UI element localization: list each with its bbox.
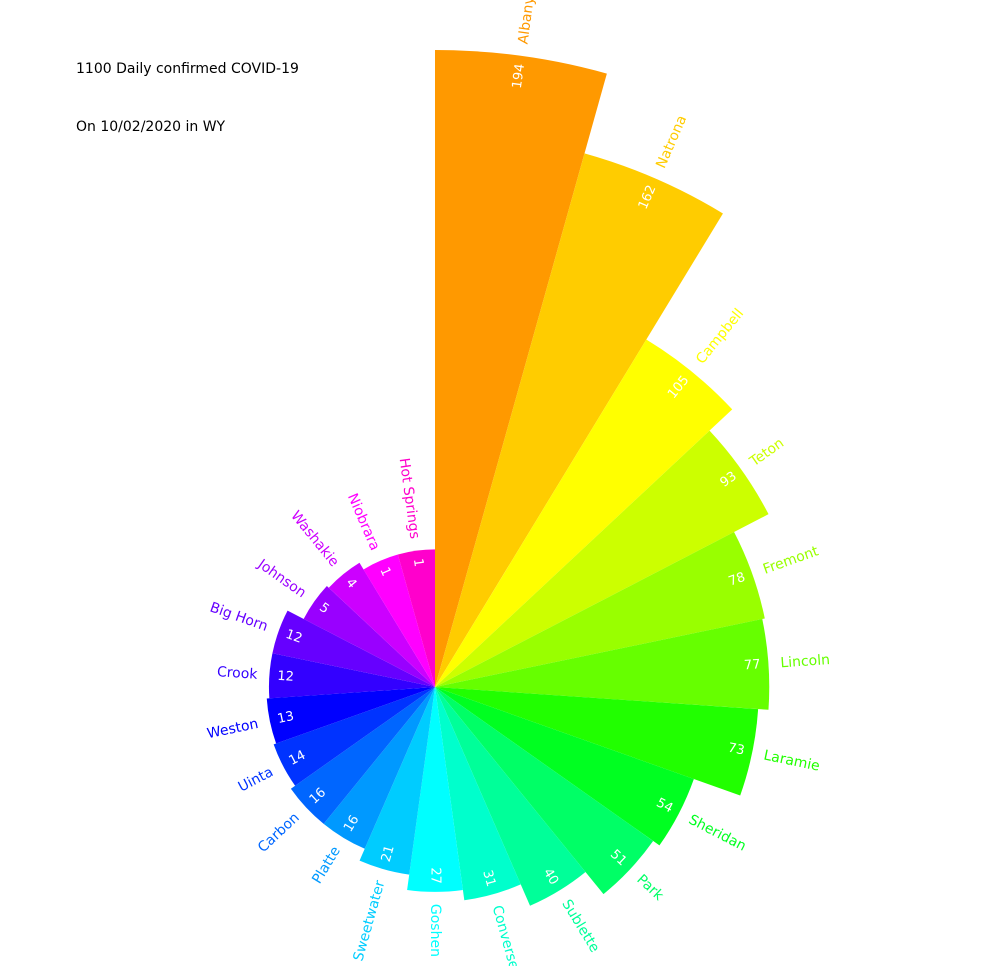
value-label-lincoln: 77 [743, 657, 761, 673]
value-label-uinta: 14 [287, 748, 309, 769]
bar-uinta [273, 687, 435, 786]
category-label-sweetwater: Sweetwater [351, 878, 389, 962]
value-label-sublette: 40 [540, 866, 561, 888]
bar-campbell [435, 339, 733, 687]
category-label-washakie: Washakie [287, 508, 342, 570]
bar-crook [268, 653, 435, 699]
value-label-fremont: 78 [727, 570, 748, 590]
value-label-albany: 194 [510, 63, 528, 90]
value-label-goshen: 27 [428, 867, 443, 884]
bar-park [435, 687, 654, 895]
category-label-hot-springs: Hot Springs [396, 457, 423, 540]
value-label-sheridan: 54 [654, 795, 676, 816]
category-label-johnson: Johnson [254, 556, 309, 601]
bar-washakie [328, 562, 435, 687]
category-label-carbon: Carbon [255, 810, 303, 856]
bar-lincoln [435, 619, 770, 710]
value-label-sweetwater: 21 [379, 844, 398, 864]
category-label-sublette: Sublette [558, 897, 602, 956]
chart-subtitle: On 10/02/2020 in WY [76, 119, 226, 135]
bar-goshen [407, 687, 463, 892]
value-label-converse: 31 [479, 869, 498, 889]
category-label-teton: Teton [746, 435, 787, 470]
bar-fremont [435, 532, 765, 687]
category-label-park: Park [633, 872, 667, 905]
category-label-campbell: Campbell [693, 306, 747, 367]
category-label-niobrara: Niobrara [344, 491, 383, 553]
bar-converse [435, 687, 521, 901]
bar-sublette [435, 687, 586, 906]
category-label-natrona: Natrona [653, 113, 690, 171]
bar-johnson [303, 586, 435, 687]
category-label-lincoln: Lincoln [780, 652, 831, 671]
category-label-albany: Albany [515, 0, 537, 45]
bar-natrona [435, 153, 723, 688]
bar-big-horn [272, 610, 435, 687]
category-label-weston: Weston [206, 716, 260, 742]
bar-hot-springs [397, 549, 435, 687]
category-label-laramie: Laramie [762, 748, 821, 775]
bar-carbon [290, 687, 435, 824]
value-label-hot-springs: 1 [410, 558, 426, 568]
value-label-weston: 13 [276, 709, 295, 727]
category-label-platte: Platte [309, 844, 344, 887]
bar-sweetwater [359, 687, 435, 875]
bar-laramie [435, 687, 759, 796]
bar-platte [323, 687, 435, 849]
value-label-laramie: 73 [727, 741, 746, 759]
bar-weston [266, 687, 435, 744]
bar-teton [435, 430, 769, 687]
category-label-uinta: Uinta [236, 764, 276, 795]
value-label-big-horn: 12 [284, 627, 305, 647]
chart-title: 1100 Daily confirmed COVID-19 [76, 61, 299, 77]
category-label-crook: Crook [216, 664, 258, 683]
category-label-converse: Converse [489, 904, 522, 966]
bar-niobrara [363, 554, 435, 687]
value-label-platte: 16 [341, 813, 362, 835]
value-label-crook: 12 [277, 669, 295, 685]
bar-sheridan [435, 687, 694, 846]
category-label-big-horn: Big Horn [208, 600, 270, 635]
category-label-fremont: Fremont [761, 543, 821, 578]
category-label-sheridan: Sheridan [686, 812, 749, 855]
bar-albany [435, 50, 607, 687]
category-label-goshen: Goshen [427, 904, 443, 957]
